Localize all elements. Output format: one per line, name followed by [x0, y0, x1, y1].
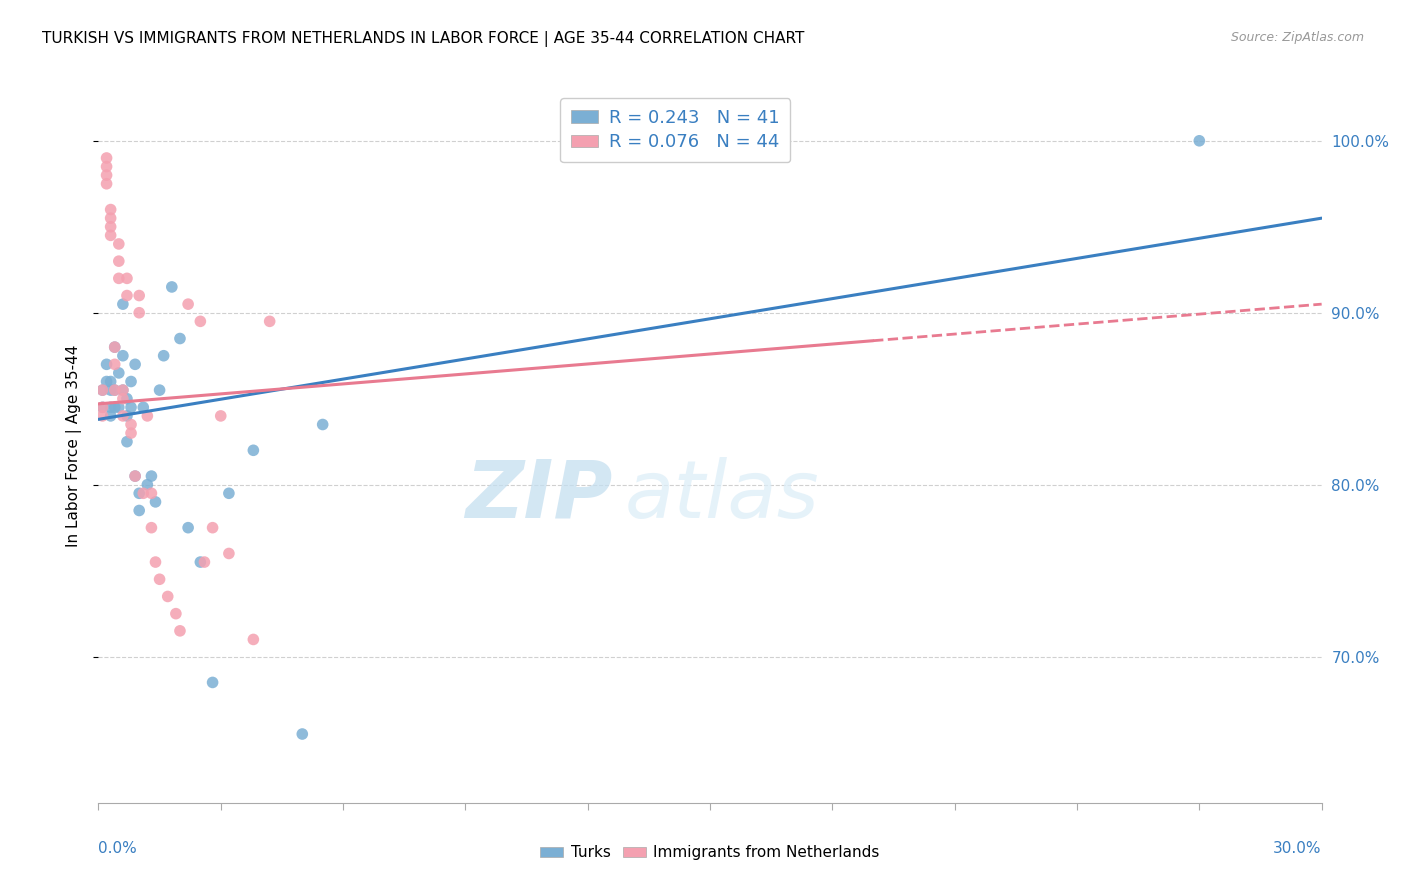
Point	[104, 357, 127, 371]
Point	[141, 521, 163, 535]
Point	[111, 409, 134, 423]
Point	[193, 555, 215, 569]
Point	[169, 332, 191, 346]
Point	[124, 357, 146, 371]
Point	[96, 151, 118, 165]
Point	[169, 624, 191, 638]
Point	[1188, 134, 1211, 148]
Point	[120, 401, 142, 415]
Point	[96, 357, 118, 371]
Point	[96, 375, 118, 389]
Point	[104, 383, 127, 397]
Point	[128, 486, 150, 500]
Legend: Turks, Immigrants from Netherlands: Turks, Immigrants from Netherlands	[534, 839, 886, 866]
Point	[100, 202, 122, 217]
Point	[120, 375, 142, 389]
Point	[128, 503, 150, 517]
Point	[218, 546, 240, 560]
Point	[201, 521, 224, 535]
Point	[124, 469, 146, 483]
Point	[201, 675, 224, 690]
Point	[141, 486, 163, 500]
Point	[115, 288, 138, 302]
Text: atlas: atlas	[624, 457, 820, 535]
Point	[132, 401, 155, 415]
Point	[242, 632, 264, 647]
Point	[108, 401, 131, 415]
Point	[91, 383, 114, 397]
Text: 0.0%: 0.0%	[98, 840, 138, 855]
Point	[145, 495, 167, 509]
Point	[165, 607, 187, 621]
Point	[160, 280, 183, 294]
Point	[111, 349, 134, 363]
Point	[104, 401, 127, 415]
Text: Source: ZipAtlas.com: Source: ZipAtlas.com	[1230, 31, 1364, 45]
Point	[177, 521, 200, 535]
Point	[108, 366, 131, 380]
Point	[120, 426, 142, 441]
Point	[100, 228, 122, 243]
Point	[259, 314, 281, 328]
Point	[128, 306, 150, 320]
Point	[96, 168, 118, 182]
Point	[115, 271, 138, 285]
Point	[100, 401, 122, 415]
Point	[209, 409, 232, 423]
Point	[136, 409, 159, 423]
Point	[156, 590, 179, 604]
Point	[91, 401, 114, 415]
Point	[104, 340, 127, 354]
Point	[242, 443, 264, 458]
Point	[124, 469, 146, 483]
Point	[100, 409, 122, 423]
Point	[120, 417, 142, 432]
Point	[177, 297, 200, 311]
Point	[141, 469, 163, 483]
Point	[145, 555, 167, 569]
Point	[136, 477, 159, 491]
Text: TURKISH VS IMMIGRANTS FROM NETHERLANDS IN LABOR FORCE | AGE 35-44 CORRELATION CH: TURKISH VS IMMIGRANTS FROM NETHERLANDS I…	[42, 31, 804, 47]
Point	[96, 160, 118, 174]
Point	[291, 727, 314, 741]
Point	[91, 401, 114, 415]
Point	[111, 392, 134, 406]
Point	[111, 383, 134, 397]
Point	[100, 375, 122, 389]
Point	[100, 383, 122, 397]
Point	[100, 211, 122, 226]
Point	[100, 219, 122, 234]
Point	[149, 572, 172, 586]
Point	[218, 486, 240, 500]
Point	[312, 417, 335, 432]
Point	[108, 271, 131, 285]
Point	[115, 409, 138, 423]
Point	[108, 236, 131, 251]
Point	[149, 383, 172, 397]
Point	[115, 434, 138, 449]
Text: ZIP: ZIP	[465, 457, 612, 535]
Point	[152, 349, 174, 363]
Point	[104, 340, 127, 354]
Point	[128, 288, 150, 302]
Point	[96, 177, 118, 191]
Point	[115, 392, 138, 406]
Point	[188, 314, 212, 328]
Y-axis label: In Labor Force | Age 35-44: In Labor Force | Age 35-44	[66, 345, 83, 547]
Text: 30.0%: 30.0%	[1274, 840, 1322, 855]
Point	[91, 409, 114, 423]
Point	[111, 297, 134, 311]
Point	[91, 383, 114, 397]
Point	[188, 555, 212, 569]
Point	[111, 383, 134, 397]
Point	[132, 486, 155, 500]
Point	[104, 383, 127, 397]
Point	[108, 254, 131, 268]
